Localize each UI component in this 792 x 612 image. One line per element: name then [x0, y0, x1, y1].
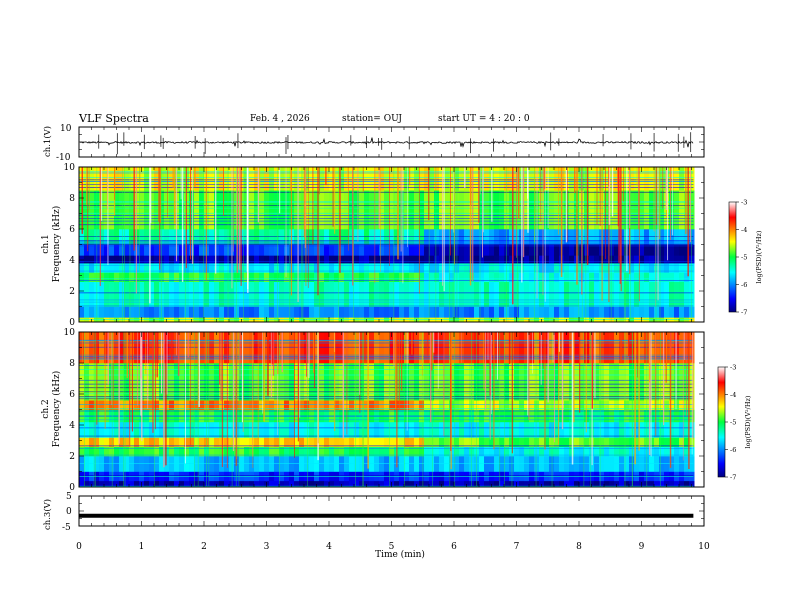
- colorbar-tick-label: -4: [741, 226, 747, 234]
- time-tick-label: 10: [698, 542, 710, 552]
- ch1-colorbar-label: log(PSD)(V²/Hz): [755, 230, 763, 283]
- spec2-ytick: 8: [69, 359, 75, 369]
- spec1-ytick: 6: [69, 225, 75, 235]
- ch3-ytick-middle: 0: [66, 507, 72, 517]
- ch2-spectrogram-image: [79, 332, 695, 488]
- spec2-ytick: 6: [69, 390, 75, 400]
- ch1-spectrogram-ylabel: Frequency (kHz): [51, 206, 62, 283]
- time-tick-label: 9: [639, 542, 645, 552]
- ch1-axis-ticks: [78, 126, 705, 158]
- ch3-waveform-ylabel: ch.3(V): [42, 499, 53, 530]
- ch1-spectrogram-image: [79, 167, 695, 323]
- ch2-spectrogram-ytick-labels: 0 2 4 6 8 10: [64, 328, 76, 493]
- ch1-ytick-top: 10: [60, 124, 72, 134]
- ch3-axis-ticks: [78, 495, 705, 527]
- spec1-ytick: 0: [69, 318, 75, 328]
- ch1-waveform-panel: 10 -10 ch.1(V): [42, 124, 705, 163]
- spec2-ytick: 0: [69, 483, 75, 493]
- ch1-spectrogram-panel: 0 2 4 6 8 10 ch.1 Frequency (kHz): [41, 163, 705, 328]
- time-tick-label: 3: [264, 542, 270, 552]
- ch2-colorbar-label: log(PSD)(V²/Hz): [744, 395, 752, 448]
- time-tick-label: 4: [326, 542, 332, 552]
- colorbar-tick-label: -4: [730, 391, 736, 399]
- colorbar-tick-label: -7: [730, 474, 736, 482]
- spec1-ytick: 4: [69, 256, 75, 266]
- ch1-spectrogram-axis-ticks: [78, 166, 705, 323]
- ch2-spectrogram-axis-ticks: [78, 331, 705, 488]
- time-tick-label: 0: [76, 542, 82, 552]
- time-axis-tick-labels: 0 1 2 3 4 5 6 7 8 9 10: [76, 542, 710, 552]
- ch3-ytick-top: 5: [66, 492, 72, 502]
- time-tick-label: 2: [201, 542, 207, 552]
- ch1-colorbar-ticks: -3 -4 -5 -6 -7: [736, 199, 747, 317]
- colorbar-tick-label: -3: [730, 364, 736, 372]
- spec1-ytick: 8: [69, 194, 75, 204]
- start-time-label: start UT = 4 : 20 : 0: [438, 114, 530, 124]
- ch2-colorbar-ticks: -3 -4 -5 -6 -7: [725, 364, 736, 482]
- ch3-ytick-bottom: -5: [62, 523, 71, 533]
- colorbar-tick-label: -3: [741, 199, 747, 207]
- ch3-waveform-panel: 5 0 -5 ch.3(V): [42, 492, 705, 533]
- ch2-colorbar: -3 -4 -5 -6 -7 log(PSD)(V²/Hz): [717, 364, 752, 482]
- time-tick-label: 1: [139, 542, 145, 552]
- spec2-ytick: 2: [69, 452, 75, 462]
- colorbar-tick-label: -5: [730, 419, 736, 427]
- spec1-ytick: 10: [64, 163, 76, 173]
- colorbar-tick-label: -6: [730, 446, 736, 454]
- station-label: station= OUJ: [342, 114, 403, 124]
- figure-title: VLF Spectra: [79, 112, 149, 125]
- colorbar-tick-label: -6: [741, 281, 747, 289]
- time-tick-label: 6: [451, 542, 457, 552]
- colorbar-tick-label: -7: [741, 309, 747, 317]
- ch1-colorbar: -3 -4 -5 -6 -7 log(PSD)(V²/Hz): [728, 199, 763, 317]
- spec2-ytick: 4: [69, 421, 75, 431]
- colorbar-tick-label: -5: [741, 254, 747, 262]
- ch1-waveform-ylabel: ch.1(V): [42, 126, 53, 157]
- ch1-spectrogram-ytick-labels: 0 2 4 6 8 10: [64, 163, 76, 328]
- date-label: Feb. 4 , 2026: [250, 114, 310, 124]
- spec2-ytick: 10: [64, 328, 76, 338]
- spec1-ytick: 2: [69, 287, 75, 297]
- ch2-spectrogram-panel: 0 2 4 6 8 10 ch.2 Frequency (kHz): [41, 328, 705, 493]
- ch1-waveform-trace: [80, 132, 694, 155]
- ch2-spectrogram-ylabel: Frequency (kHz): [51, 371, 62, 448]
- time-tick-label: 8: [576, 542, 582, 552]
- ch2-spectrogram-channel-label: ch.2: [41, 399, 51, 418]
- time-tick-label: 7: [514, 542, 520, 552]
- time-axis-label: Time (min): [375, 549, 425, 560]
- ch1-ytick-bottom: -10: [56, 153, 71, 163]
- time-tick-label: 5: [389, 542, 395, 552]
- ch1-spectrogram-channel-label: ch.1: [41, 234, 51, 253]
